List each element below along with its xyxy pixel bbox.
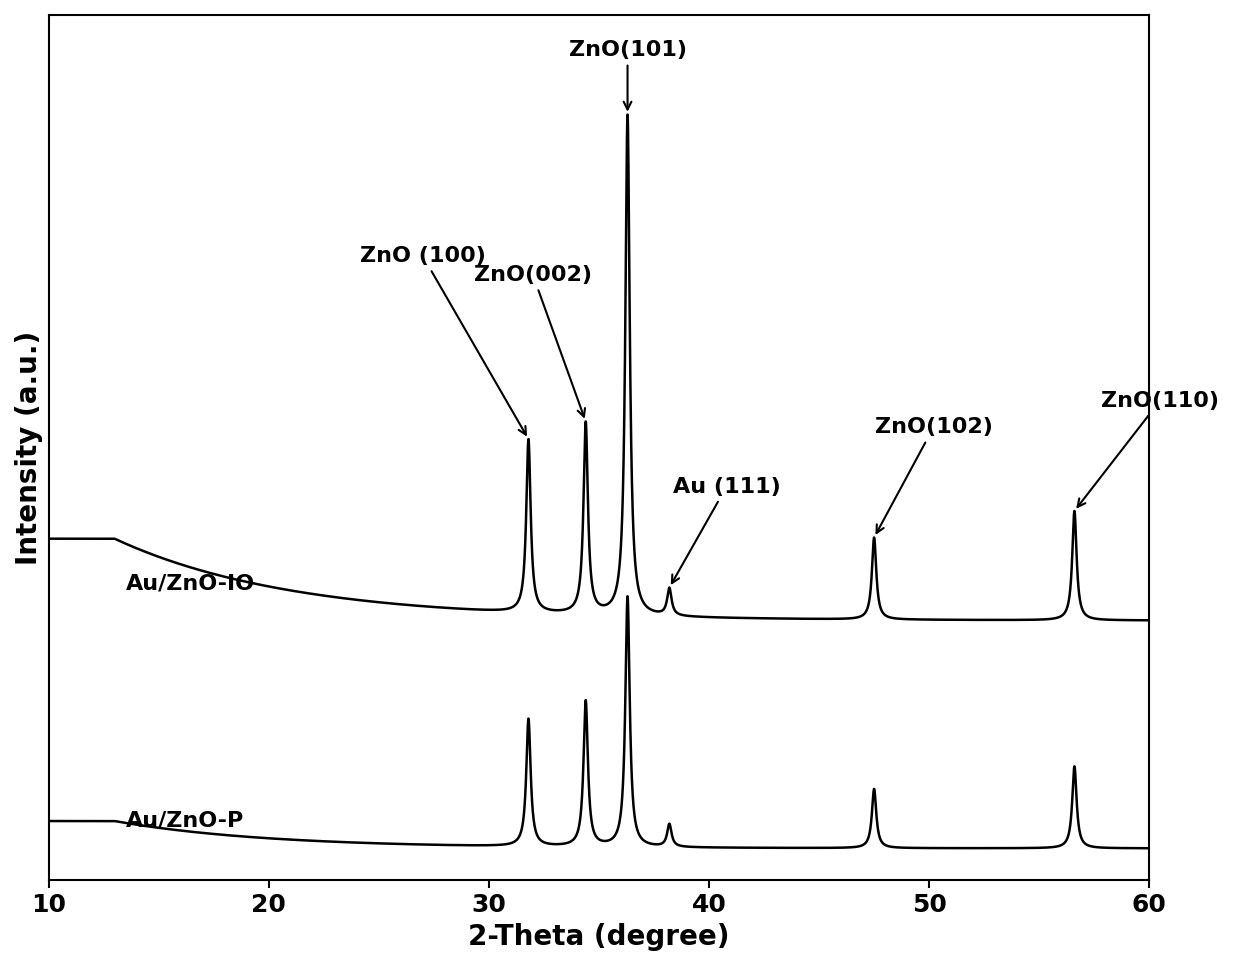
Text: ZnO(002): ZnO(002) <box>474 265 591 416</box>
Text: Au/ZnO-P: Au/ZnO-P <box>125 810 244 830</box>
Y-axis label: Intensity (a.u.): Intensity (a.u.) <box>15 330 43 565</box>
Text: Au (111): Au (111) <box>672 476 780 583</box>
Text: ZnO(110): ZnO(110) <box>1078 391 1219 507</box>
X-axis label: 2-Theta (degree): 2-Theta (degree) <box>469 923 729 951</box>
Text: ZnO(102): ZnO(102) <box>874 417 992 533</box>
Text: Au/ZnO-IO: Au/ZnO-IO <box>125 574 254 593</box>
Text: ZnO(101): ZnO(101) <box>568 40 687 109</box>
Text: ZnO (100): ZnO (100) <box>360 246 526 435</box>
